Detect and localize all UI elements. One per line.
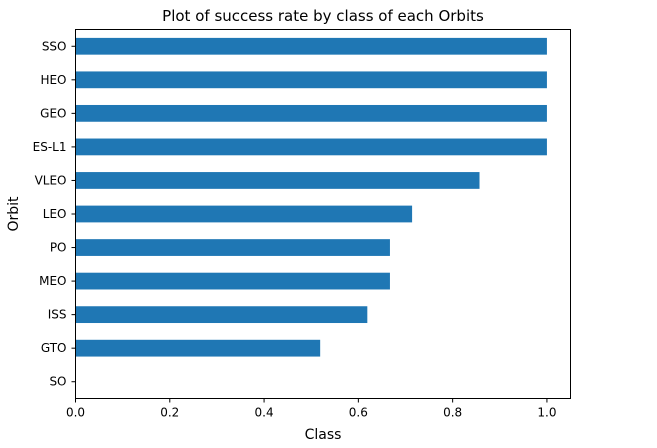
bar-po [75, 239, 390, 256]
y-tick-label: GEO [40, 106, 66, 120]
y-tick-label: SO [49, 375, 66, 389]
x-axis-label: Class [305, 427, 342, 443]
x-tick-label: 0.8 [443, 406, 462, 420]
bar-meo [75, 272, 390, 290]
y-tick-label: VLEO [35, 173, 67, 187]
y-tick-label: PO [50, 241, 67, 255]
y-tick-label: ES-L1 [33, 140, 67, 154]
x-tick-label: 0.2 [160, 406, 179, 420]
bar-heo [75, 71, 547, 89]
bar-es-l1 [75, 138, 547, 156]
x-tick-label: 0.6 [349, 406, 368, 420]
x-tick-label: 1.0 [537, 406, 556, 420]
x-axis: 0.0 0.2 0.4 0.6 0.8 1.0 [66, 398, 556, 420]
bar-vleo [75, 172, 480, 189]
y-tick-label: GTO [41, 341, 67, 355]
bars-layer [75, 37, 547, 357]
bar-geo [75, 104, 547, 122]
bar-sso [75, 37, 547, 55]
x-tick-label: 0.0 [66, 406, 85, 420]
x-tick-label: 0.4 [255, 406, 274, 420]
y-tick-label: MEO [39, 274, 66, 288]
y-tick-label: SSO [42, 39, 67, 53]
y-tick-label: LEO [43, 207, 67, 221]
y-axis: SSO HEO GEO ES-L1 VLEO LEO PO MEO ISS GTO SO [33, 39, 76, 389]
y-axis-label: Orbit [6, 196, 22, 232]
bar-gto [75, 339, 321, 357]
y-tick-label: HEO [40, 73, 66, 87]
bar-leo [75, 205, 413, 223]
chart-title: Plot of success rate by class of each Or… [162, 7, 484, 25]
bar-iss [75, 306, 368, 324]
y-tick-label: ISS [48, 308, 67, 322]
